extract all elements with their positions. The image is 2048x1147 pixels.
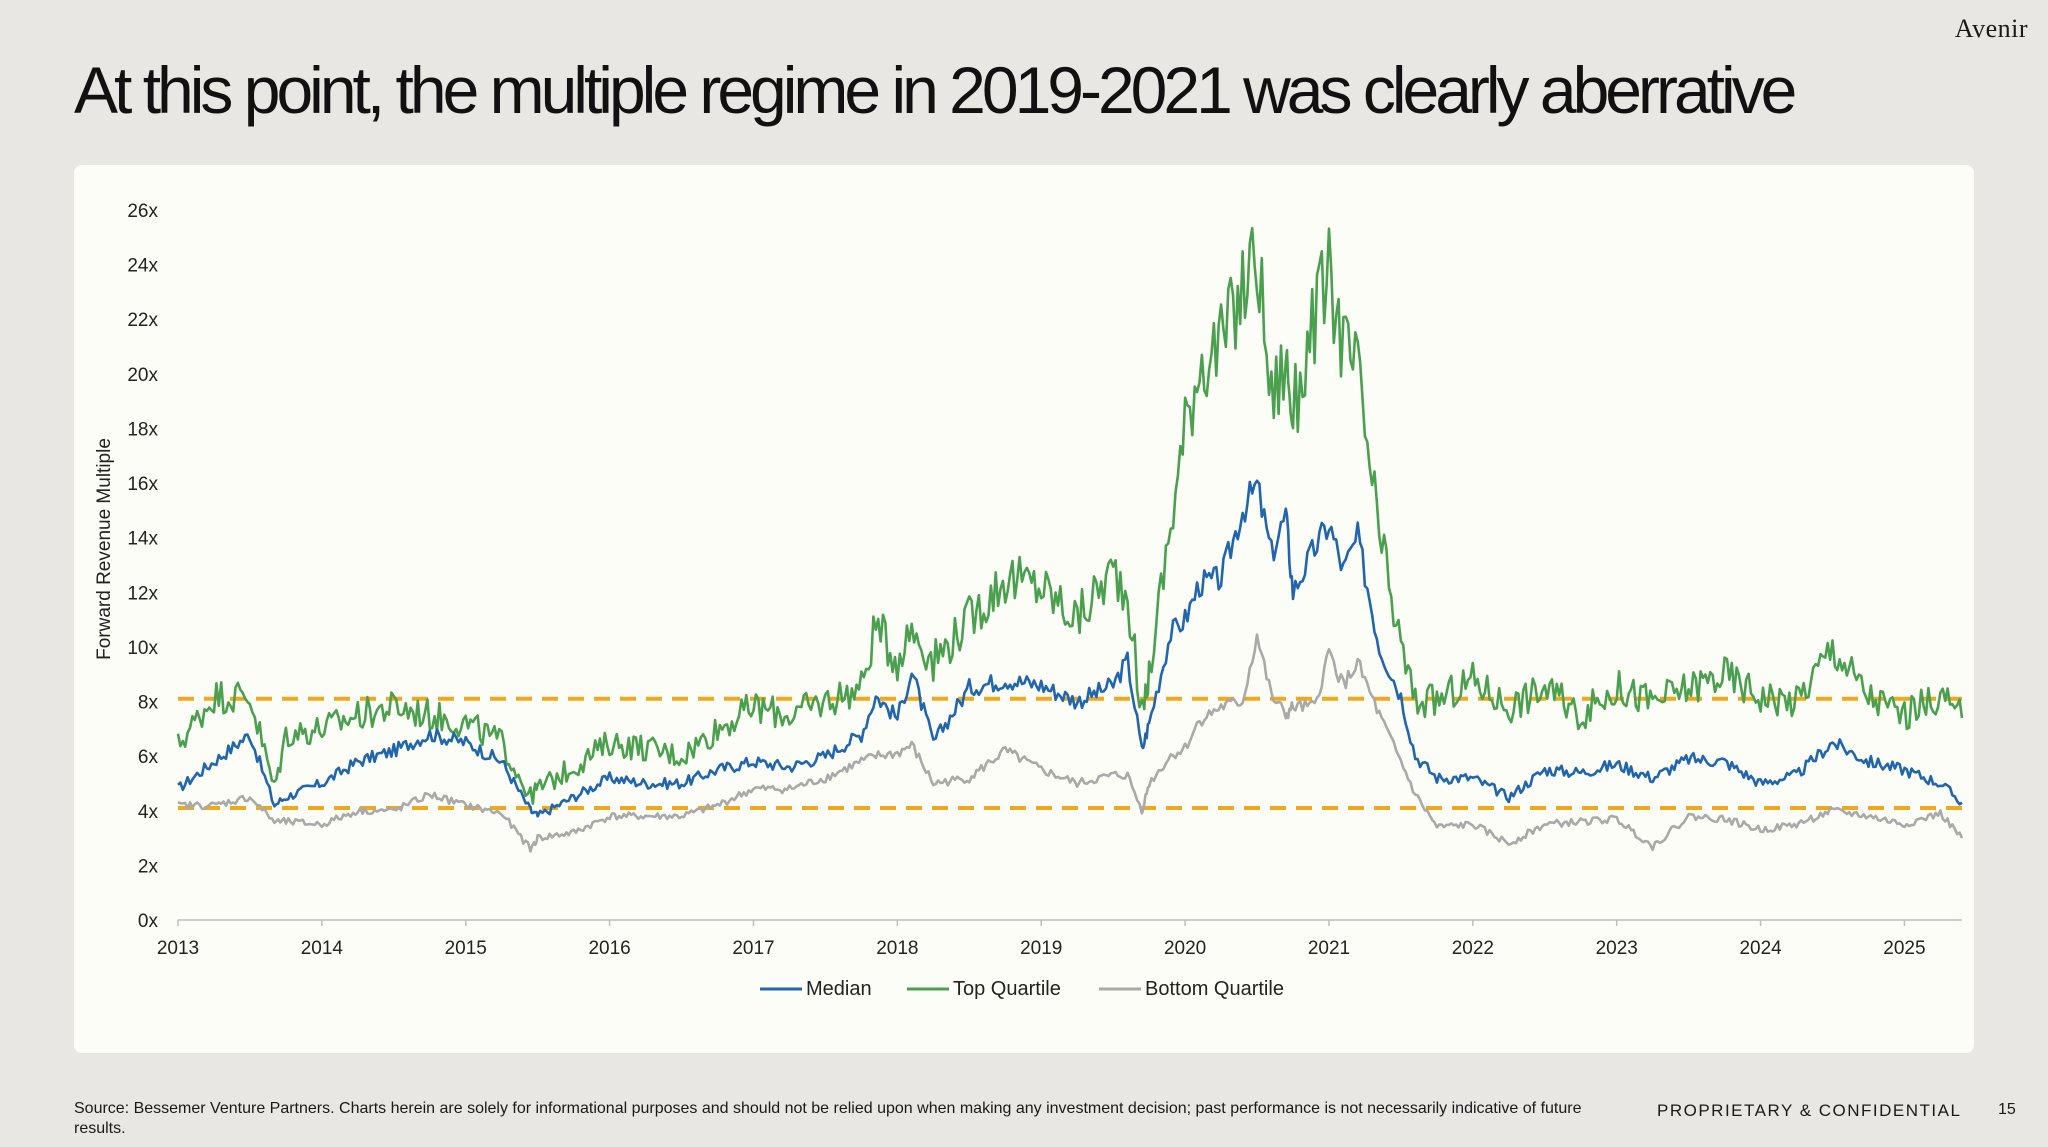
x-tick-label: 2016: [588, 938, 630, 959]
x-tick-label: 2021: [1308, 938, 1350, 959]
y-tick-label: 22x: [127, 310, 158, 331]
series-line-median: [177, 479, 1963, 818]
y-tick-label: 20x: [127, 365, 158, 386]
y-axis-label: Forward Revenue Multiple: [94, 438, 115, 660]
x-tick-label: 2020: [1164, 938, 1206, 959]
y-tick-label: 24x: [127, 256, 158, 277]
x-tick-label: 2015: [445, 938, 487, 959]
y-tick-label: 6x: [138, 747, 159, 768]
legend: Median Top Quartile Bottom Quartile: [760, 978, 1284, 1000]
x-tick-label: 2018: [876, 938, 918, 959]
page-number: 15: [1998, 1101, 2016, 1118]
line-chart: Forward Revenue Multiple 0x 2x 4x 6x 8x 10x 12…: [94, 201, 1964, 1000]
x-tick-label: 2025: [1883, 938, 1925, 959]
y-tick-label: 26x: [127, 201, 158, 222]
x-tick-label: 2017: [732, 938, 774, 959]
footer-source-note: Source: Bessemer Venture Partners. Chart…: [74, 1100, 1582, 1137]
y-axis: 0x 2x 4x 6x 8x 10x 12x 14x 16x 18x 20x 22x 24x 26x: [127, 201, 158, 932]
x-tick-label: 2022: [1452, 938, 1494, 959]
x-tick-label: 2014: [301, 938, 344, 959]
y-tick-label: 10x: [127, 638, 158, 659]
y-tick-label: 14x: [127, 529, 158, 550]
y-axis-label-group: Forward Revenue Multiple: [94, 438, 115, 660]
legend-label-top-quartile: Top Quartile: [953, 978, 1061, 1000]
x-tick-label: 2019: [1020, 938, 1062, 959]
y-tick-label: 2x: [138, 856, 159, 877]
legend-label-median: Median: [806, 978, 872, 1000]
x-tick-label: 2024: [1739, 938, 1782, 959]
y-tick-label: 18x: [127, 419, 158, 440]
y-tick-label: 16x: [127, 474, 158, 495]
y-tick-label: 0x: [138, 911, 159, 932]
x-tick-label: 2013: [157, 938, 199, 959]
legend-label-bottom-quartile: Bottom Quartile: [1145, 978, 1284, 1000]
footer-confidential: PROPRIETARY & CONFIDENTIAL: [1657, 1101, 1962, 1120]
y-tick-label: 8x: [138, 693, 159, 714]
y-tick-label: 12x: [127, 583, 158, 604]
x-axis: 2013 2014 2015 2016 2017 2018 2019 2020 2021 2022…: [157, 919, 1962, 959]
series-line-bottom-quartile: [177, 633, 1964, 853]
chart-card: Forward Revenue Multiple 0x 2x 4x 6x 8x 10x 12…: [74, 165, 1974, 1053]
y-tick-label: 4x: [138, 802, 159, 823]
brand-logo: Avenir: [1954, 14, 2028, 43]
x-tick-label: 2023: [1596, 938, 1638, 959]
series-line-top-quartile: [176, 226, 1964, 805]
series-lines: [176, 226, 1964, 853]
page-title: At this point, the multiple regime in 20…: [74, 53, 1797, 127]
